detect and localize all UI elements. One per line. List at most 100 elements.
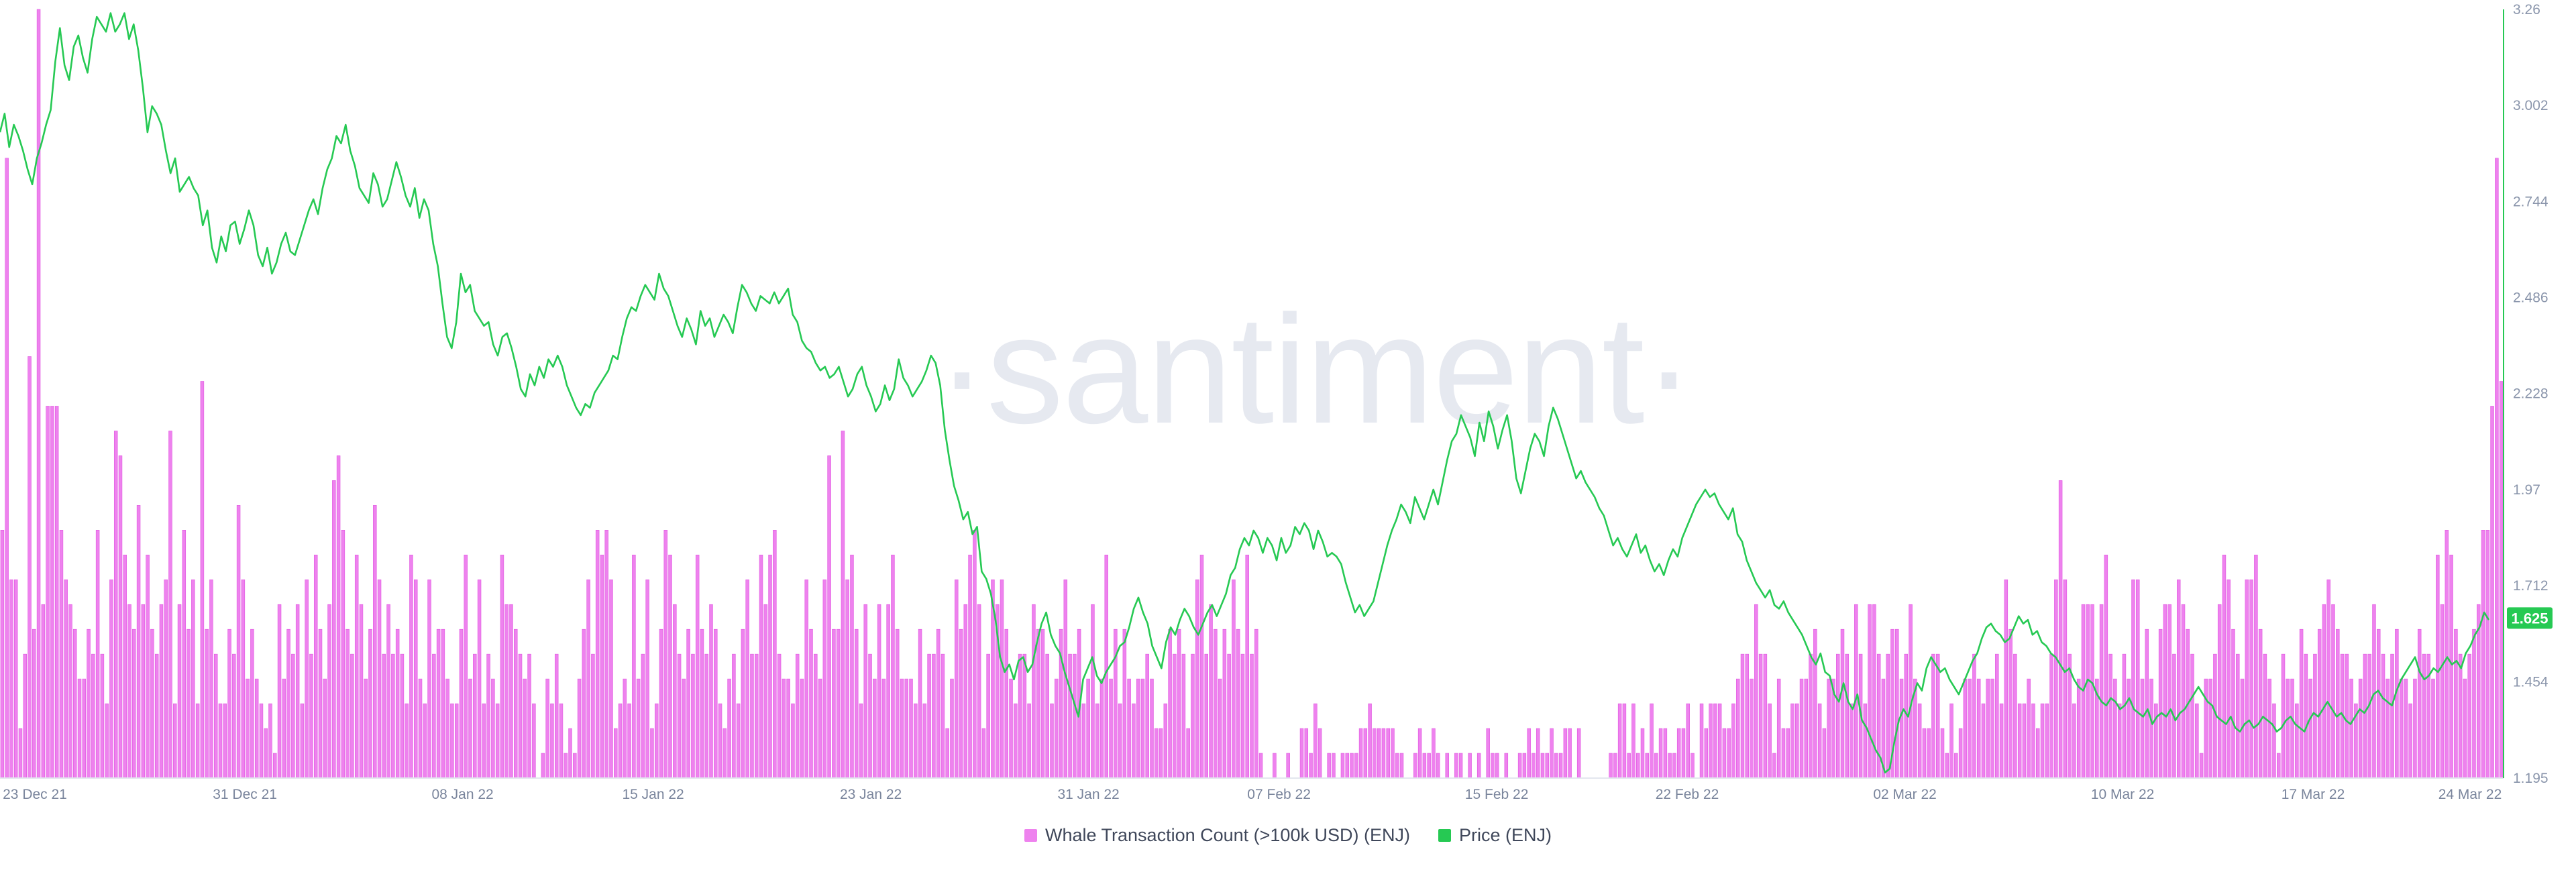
whale-bar	[2136, 579, 2140, 779]
whale-bar	[1936, 653, 1940, 779]
whale-bar	[1550, 728, 1554, 779]
whale-bar	[573, 753, 577, 779]
whale-bar	[1750, 678, 1754, 779]
whale-bar	[722, 728, 727, 779]
whale-bar	[1318, 728, 1322, 779]
whale-bar	[845, 579, 849, 779]
whale-bar	[468, 678, 472, 779]
whale-bar	[632, 554, 636, 779]
whale-bar	[491, 678, 495, 779]
legend-item-whale[interactable]: Whale Transaction Count (>100k USD) (ENJ…	[1024, 825, 1410, 846]
whale-bar	[2308, 678, 2312, 779]
whale-bar	[1731, 703, 1735, 779]
whale-bar	[1872, 604, 1876, 779]
whale-bar	[418, 678, 423, 779]
whale-bar	[141, 604, 146, 779]
whale-bar	[1609, 753, 1613, 779]
whale-bar	[1159, 728, 1163, 779]
whale-bar	[1922, 728, 1927, 779]
whale-bar	[1758, 653, 1763, 779]
whale-bar	[564, 753, 568, 779]
whale-bar	[645, 579, 649, 779]
whale-bar	[1836, 653, 1840, 779]
whale-bar	[1150, 678, 1154, 779]
whale-bar	[877, 604, 881, 779]
whale-bar	[2481, 530, 2485, 779]
y-tick-label: 3.002	[2513, 98, 2548, 113]
whale-bar	[1258, 753, 1263, 779]
whale-bar	[1236, 629, 1240, 779]
whale-bar	[54, 406, 59, 779]
whale-bar	[2417, 629, 2422, 779]
whale-bar	[714, 629, 718, 779]
whale-bar	[1395, 753, 1399, 779]
whale-bar	[1795, 703, 1799, 779]
whale-bar	[1018, 653, 1022, 779]
whale-bar	[1713, 703, 1717, 779]
whale-bar	[1227, 653, 1231, 779]
whale-bar	[650, 728, 654, 779]
whale-bar	[804, 579, 808, 779]
whale-bar	[673, 604, 677, 779]
whale-bar	[1754, 604, 1758, 779]
whale-bar	[277, 604, 282, 779]
whale-bar	[373, 505, 377, 779]
whale-bar	[1613, 753, 1617, 779]
whale-bar	[1804, 678, 1809, 779]
whale-bar	[109, 579, 113, 779]
whale-bar	[914, 703, 918, 779]
whale-bar	[364, 678, 368, 779]
whale-bar	[1022, 653, 1027, 779]
whale-bar	[591, 653, 595, 779]
whale-bar	[268, 703, 272, 779]
whale-bar	[2017, 703, 2022, 779]
whale-bar	[1709, 703, 1713, 779]
whale-bar	[595, 530, 600, 779]
whale-bar	[441, 629, 445, 779]
whale-bar	[527, 653, 531, 779]
whale-bar	[341, 530, 345, 779]
whale-bar	[46, 406, 50, 779]
whale-bar	[213, 653, 218, 779]
y-tick-label: 1.97	[2513, 482, 2540, 498]
whale-bar	[18, 728, 23, 779]
y-tick-label: 1.195	[2513, 771, 2548, 786]
whale-bar	[1799, 678, 1804, 779]
legend-item-price[interactable]: Price (ENJ)	[1438, 825, 1552, 846]
whale-bar	[105, 703, 109, 779]
whale-bar	[1668, 753, 1672, 779]
whale-bar	[332, 480, 336, 779]
whale-bar	[1340, 753, 1345, 779]
whale-bar	[736, 703, 741, 779]
whale-bar	[1386, 728, 1390, 779]
whale-bar	[1727, 728, 1731, 779]
whale-bar	[2163, 604, 2167, 779]
whale-bar	[1854, 604, 1858, 779]
whale-bar	[50, 406, 54, 779]
whale-bar	[1827, 678, 1831, 779]
x-tick-label: 02 Mar 22	[1873, 787, 1937, 802]
whale-bar	[2336, 629, 2340, 779]
whale-bar	[554, 653, 559, 779]
whale-bar	[663, 530, 668, 779]
whale-bar	[2304, 653, 2308, 779]
whale-bar	[1327, 753, 1331, 779]
whale-bar	[2440, 604, 2445, 779]
whale-bar	[909, 678, 913, 779]
whale-bar	[604, 530, 608, 779]
axes	[0, 9, 2504, 779]
whale-bar	[164, 579, 168, 779]
x-tick-label: 15 Feb 22	[1465, 787, 1529, 802]
whale-bar	[1849, 703, 1854, 779]
whale-bar	[1654, 753, 1658, 779]
x-tick-label: 31 Jan 22	[1057, 787, 1119, 802]
whale-bar	[246, 678, 250, 779]
whale-bar	[2499, 381, 2504, 779]
whale-bar	[2349, 678, 2353, 779]
whale-bar	[700, 629, 704, 779]
whale-bar	[1040, 629, 1045, 779]
whale-bar	[205, 629, 209, 779]
whale-bar	[382, 653, 386, 779]
whale-bar	[323, 678, 327, 779]
whale-bar	[1373, 728, 1377, 779]
